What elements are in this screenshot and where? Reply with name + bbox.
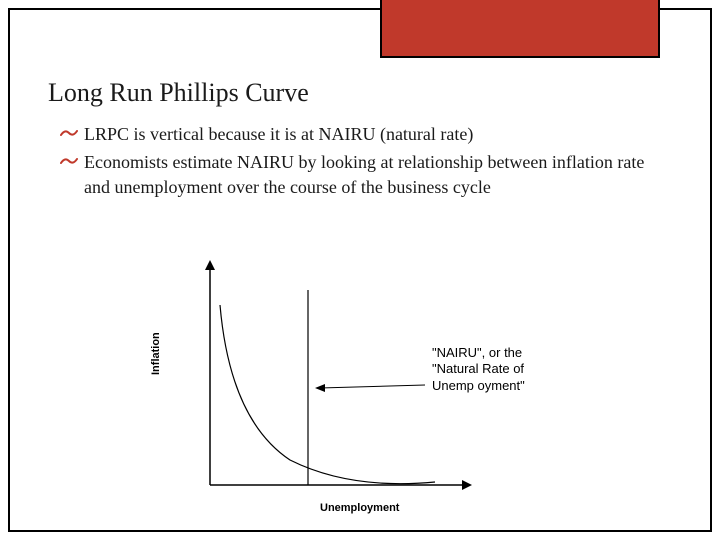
bullet-text: Economists estimate NAIRU by looking at … (84, 150, 670, 199)
bullet-item: Economists estimate NAIRU by looking at … (60, 150, 670, 199)
annotation-line: Unemp oyment" (432, 378, 525, 394)
bullet-item: LRPC is vertical because it is at NAIRU … (60, 122, 670, 146)
slide-title: Long Run Phillips Curve (48, 78, 309, 108)
x-axis-label: Unemployment (320, 502, 399, 514)
bullet-text: LRPC is vertical because it is at NAIRU … (84, 122, 670, 146)
y-axis-label: Inflation (150, 332, 162, 375)
title-accent-box (380, 0, 660, 58)
bullet-list: LRPC is vertical because it is at NAIRU … (60, 122, 670, 203)
bullet-tilde-icon (60, 126, 78, 140)
annotation-line: "NAIRU", or the (432, 345, 525, 361)
annotation-line: "Natural Rate of (432, 361, 525, 377)
nairu-annotation: "NAIRU", or the "Natural Rate of Unemp o… (432, 345, 525, 394)
bullet-tilde-icon (60, 154, 78, 168)
phillips-curve-chart (160, 260, 590, 520)
